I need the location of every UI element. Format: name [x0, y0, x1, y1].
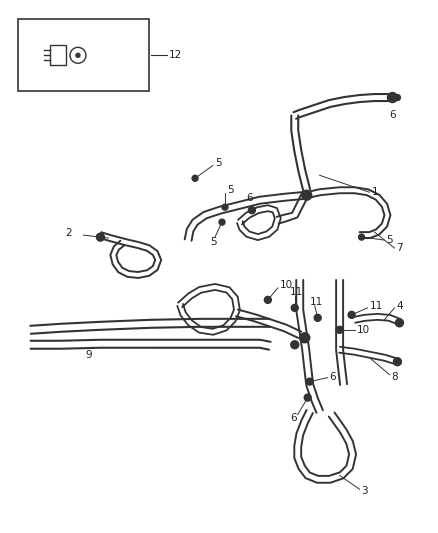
Bar [50, 45, 66, 65]
Circle shape [219, 219, 225, 225]
Text: 5: 5 [215, 158, 222, 168]
Circle shape [300, 333, 310, 343]
Text: 6: 6 [389, 110, 396, 120]
Circle shape [388, 93, 397, 102]
Text: 11: 11 [310, 297, 323, 307]
Circle shape [304, 394, 311, 401]
Text: 11: 11 [290, 287, 303, 297]
Text: 6: 6 [330, 372, 336, 382]
Text: 10: 10 [280, 280, 293, 290]
Text: 10: 10 [357, 325, 370, 335]
Text: 7: 7 [396, 243, 403, 253]
Text: 2: 2 [66, 228, 72, 238]
Circle shape [393, 358, 401, 366]
Circle shape [348, 311, 355, 318]
Text: 5: 5 [386, 235, 393, 245]
Circle shape [222, 204, 228, 210]
Text: 5: 5 [227, 185, 233, 195]
Circle shape [291, 304, 298, 311]
Text: 4: 4 [396, 301, 403, 311]
Circle shape [192, 175, 198, 181]
Circle shape [76, 53, 80, 58]
Text: 5: 5 [210, 237, 217, 247]
Text: 12: 12 [169, 50, 182, 60]
Circle shape [248, 207, 255, 214]
Circle shape [359, 234, 364, 240]
Circle shape [291, 341, 299, 349]
Circle shape [306, 378, 313, 385]
Circle shape [265, 296, 271, 303]
Text: 8: 8 [392, 372, 398, 382]
Circle shape [302, 190, 312, 200]
Text: 6: 6 [246, 193, 253, 203]
Circle shape [396, 319, 403, 327]
Text: 1: 1 [371, 187, 378, 197]
Text: 6: 6 [290, 413, 297, 423]
Circle shape [336, 326, 343, 333]
Circle shape [395, 94, 400, 101]
Text: 3: 3 [361, 486, 368, 496]
Text: 11: 11 [370, 301, 383, 311]
Text: 9: 9 [85, 350, 92, 360]
Bar [18, 19, 149, 91]
Circle shape [314, 314, 321, 321]
Circle shape [96, 233, 104, 241]
